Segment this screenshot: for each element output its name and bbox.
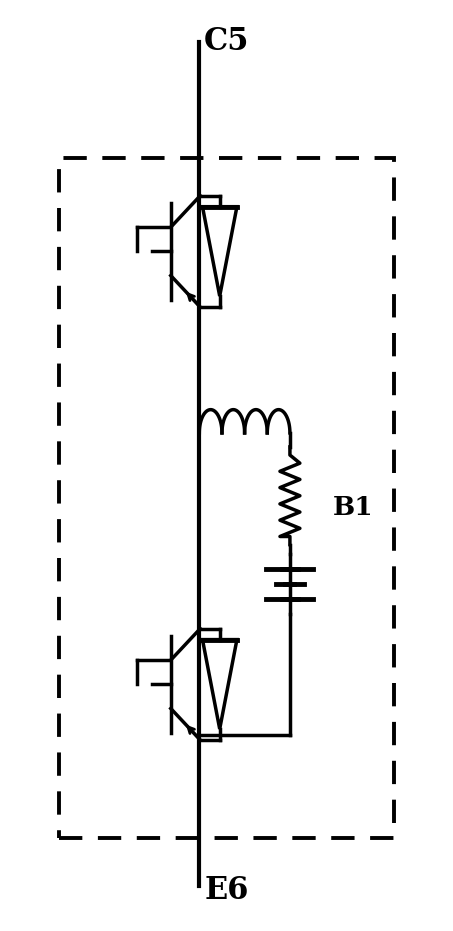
Text: B1: B1 [333, 495, 374, 519]
Text: C5: C5 [204, 26, 249, 58]
Text: E6: E6 [204, 875, 249, 907]
Bar [59, 158, 394, 838]
